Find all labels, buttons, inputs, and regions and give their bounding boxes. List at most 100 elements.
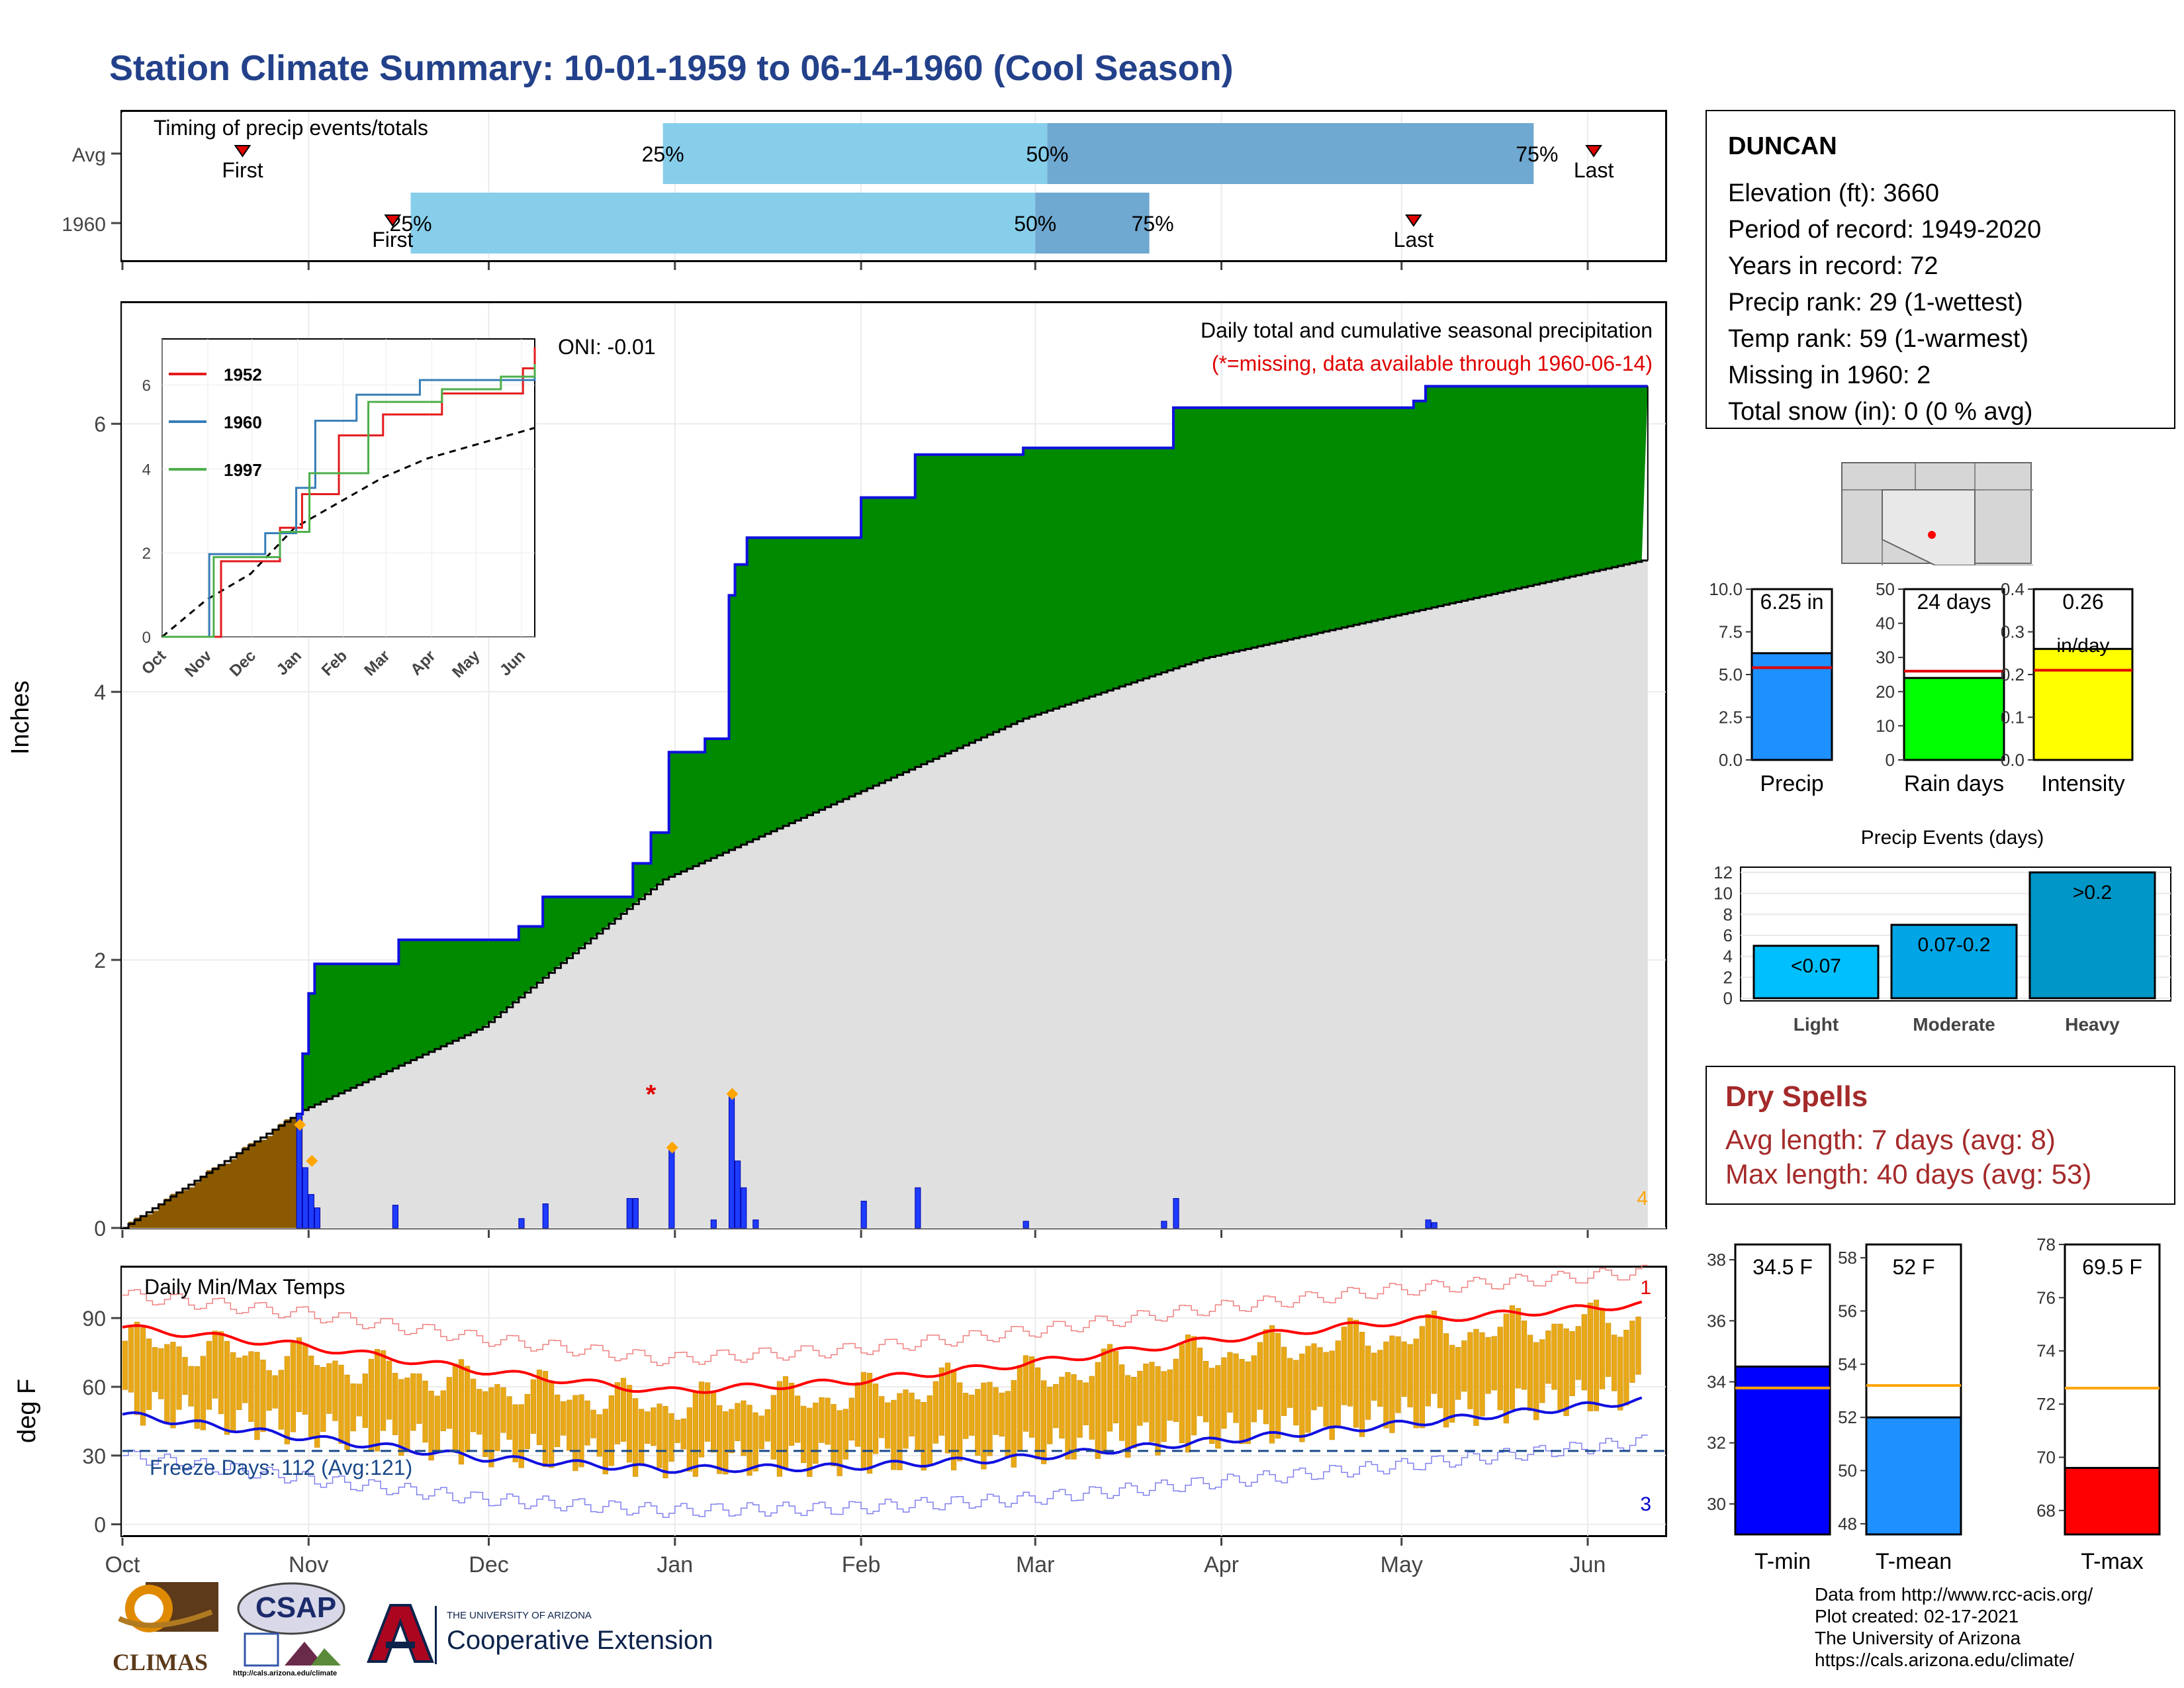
precip-event-bar: [2028, 871, 2156, 1000]
events-tick-label: 2: [1723, 967, 1733, 987]
temp-value-label: 52 F: [1892, 1255, 1934, 1279]
dry-spells-avg: Avg length: 7 days (avg: 8): [1725, 1124, 2056, 1155]
csap-logo-url: http://cals.arizona.edu/climate: [233, 1669, 338, 1677]
temp-tick-label: 74: [2036, 1341, 2056, 1361]
precip-panel: [120, 301, 1667, 1229]
y-tick-label: 6: [94, 412, 106, 436]
precip-events-frame: [1740, 867, 2171, 1002]
credit-line: Plot created: 02-17-2021: [1815, 1606, 2019, 1626]
precip-event-label: Light: [1794, 1014, 1839, 1035]
temp-bar: [2064, 1467, 2161, 1536]
y-tick-label: 0: [94, 1217, 106, 1241]
station-info-line: Period of record: 1949-2020: [1728, 216, 2042, 244]
csap-logo: CSAP http://cals.arizona.edu/climate: [232, 1582, 347, 1681]
summary-tick-label: 0.1: [2001, 708, 2025, 727]
month-label: Mar: [1016, 1552, 1055, 1577]
summary-value-label: 6.25 in: [1760, 590, 1823, 614]
summary-tick-label: 10.0: [1709, 579, 1743, 599]
timing-row-label: 1960: [62, 214, 106, 236]
summary-tick-label: 0: [1886, 750, 1895, 770]
location-map: [1841, 462, 2033, 565]
summary-bar: [2032, 647, 2134, 761]
y-tick-label: 0: [94, 1513, 106, 1537]
temp-tick-label: 34: [1707, 1372, 1726, 1391]
credits: Data from http://www.rcc-acis.org/ Plot …: [1815, 1583, 2093, 1671]
summary-bar-label: Rain days: [1904, 771, 2004, 796]
page-title: Station Climate Summary: 10-01-1959 to 0…: [109, 48, 1234, 88]
temp-tick-label: 52: [1838, 1407, 1857, 1427]
summary-tick-label: 0.4: [2001, 579, 2025, 599]
precip-ylabel: Inches: [7, 680, 34, 755]
month-label: Nov: [289, 1552, 328, 1577]
y-tick-label: 2: [94, 949, 106, 972]
temp-bar-frame: [2064, 1243, 2161, 1536]
summary-value-label: 0.26: [2062, 590, 2103, 614]
summary-tick-label: 0.0: [2001, 750, 2025, 770]
dry-spells-title: Dry Spells: [1725, 1080, 1868, 1113]
y-tick-label: 4: [94, 680, 106, 704]
temp-bar-label: T-max: [2081, 1549, 2143, 1574]
events-tick-label: 10: [1713, 884, 1733, 904]
month-label: Feb: [842, 1552, 881, 1577]
summary-bar-frame: [2032, 588, 2134, 761]
events-tick-label: 8: [1723, 904, 1733, 924]
summary-bar-label: Intensity: [2041, 771, 2125, 796]
temp-tick-label: 72: [2036, 1394, 2056, 1414]
credit-line: Data from http://www.rcc-acis.org/: [1815, 1584, 2093, 1605]
climas-logo-text: CLIMAS: [113, 1649, 208, 1675]
summary-tick-label: 50: [1876, 579, 1895, 599]
ua-logo-small-text: THE UNIVERSITY OF ARIZONA: [447, 1610, 592, 1621]
temp-bar: [1865, 1416, 1962, 1536]
y-tick-label: 60: [82, 1376, 106, 1399]
dry-spells-max: Max length: 40 days (avg: 53): [1725, 1158, 2092, 1190]
temp-tick-label: 70: [2036, 1447, 2056, 1467]
temp-bar-label: T-mean: [1876, 1549, 1952, 1574]
station-name: DUNCAN: [1728, 132, 1837, 160]
temp-tick-label: 78: [2036, 1235, 2056, 1254]
temp-bar-label: T-min: [1754, 1549, 1811, 1574]
temp-bar: [1734, 1365, 1831, 1536]
summary-tick-label: 20: [1876, 682, 1895, 702]
summary-tick-label: 2.5: [1719, 708, 1743, 727]
precip-event-label: Moderate: [1913, 1014, 1995, 1035]
temp-bar-frame: [1865, 1243, 1962, 1536]
temp-tick-label: 30: [1707, 1494, 1726, 1514]
month-label: Jan: [657, 1552, 693, 1577]
summary-tick-label: 10: [1876, 716, 1895, 735]
month-label: May: [1381, 1552, 1423, 1577]
summary-tick-label: 7.5: [1719, 622, 1743, 642]
y-tick-label: 90: [82, 1307, 106, 1331]
events-tick-label: 12: [1713, 863, 1733, 882]
summary-tick-label: 0.3: [2001, 622, 2025, 642]
summary-value-unit: in/day: [2056, 635, 2109, 657]
events-tick-label: 6: [1723, 925, 1733, 945]
summary-bar: [1903, 677, 2005, 761]
temp-tick-label: 76: [2036, 1288, 2056, 1307]
summary-tick-label: 0.0: [1719, 750, 1743, 770]
temp-ylabel: deg F: [13, 1378, 41, 1443]
temp-tick-label: 50: [1838, 1461, 1857, 1481]
temp-value-label: 69.5 F: [2082, 1255, 2142, 1279]
y-tick-label: 30: [82, 1444, 106, 1468]
summary-bar-frame: [1751, 588, 1833, 761]
precip-events-title: Precip Events (days): [1861, 827, 2044, 849]
precip-event-bar: [1890, 923, 2018, 1000]
summary-bar-label: Precip: [1760, 771, 1823, 796]
temp-tick-label: 68: [2036, 1501, 2056, 1521]
summary-tick-label: 0.2: [2001, 665, 2025, 684]
events-tick-label: 0: [1723, 988, 1733, 1008]
events-tick-label: 4: [1723, 947, 1733, 966]
temp-tick-label: 58: [1838, 1248, 1857, 1268]
temp-tick-label: 38: [1707, 1250, 1726, 1270]
precip-event-label: Heavy: [2065, 1014, 2120, 1035]
ua-logo-big-text: Cooperative Extension: [447, 1626, 713, 1655]
temp-tick-label: 56: [1838, 1301, 1857, 1321]
precip-event-value: >0.2: [2073, 882, 2112, 904]
precip-event-value: <0.07: [1791, 955, 1841, 977]
temp-tick-label: 54: [1838, 1354, 1857, 1374]
temp-panel: [120, 1266, 1667, 1537]
summary-tick-label: 5.0: [1719, 665, 1743, 684]
station-info-line: Precip rank: 29 (1-wettest): [1728, 289, 2023, 316]
station-info-line: Years in record: 72: [1728, 252, 1938, 280]
month-label: Dec: [469, 1552, 508, 1577]
